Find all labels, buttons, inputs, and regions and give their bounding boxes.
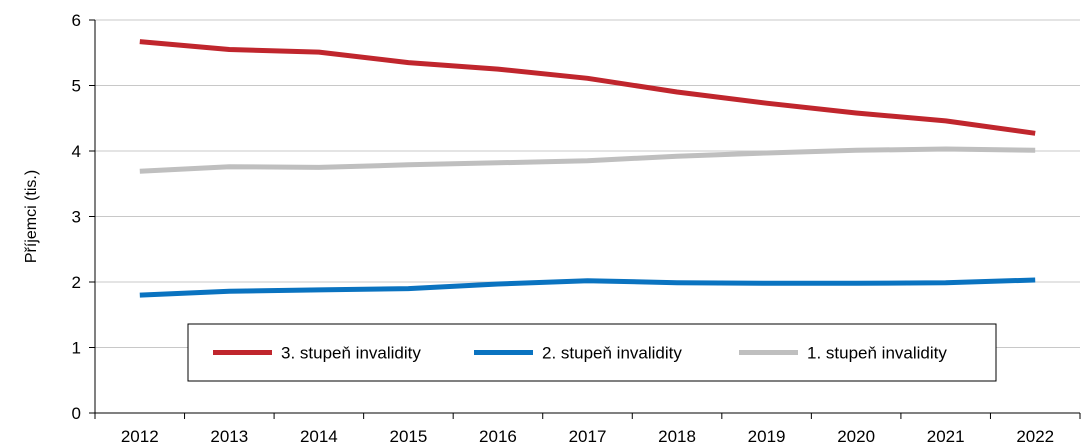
y-tick-label: 4 bbox=[72, 142, 81, 161]
y-tick-label: 3 bbox=[72, 208, 81, 227]
x-tick-label: 2019 bbox=[748, 427, 786, 444]
legend-label: 2. stupeň invalidity bbox=[542, 344, 682, 363]
x-tick-label: 2012 bbox=[121, 427, 159, 444]
y-axis-title: Příjemci (tis.) bbox=[23, 170, 40, 263]
axes bbox=[89, 19, 1081, 419]
y-tick-label: 5 bbox=[72, 77, 81, 96]
series-line-1 bbox=[139, 39, 1036, 136]
legend-label: 3. stupeň invalidity bbox=[281, 344, 421, 363]
legend: 3. stupeň invalidity 2. stupeň invalidity… bbox=[187, 323, 997, 382]
x-tick-label: 2022 bbox=[1016, 427, 1054, 444]
x-tick-label: 2020 bbox=[837, 427, 875, 444]
series-lines bbox=[139, 39, 1036, 298]
x-tick-label: 2021 bbox=[927, 427, 965, 444]
gridlines bbox=[95, 19, 1080, 348]
legend-label: 1. stupeň invalidity bbox=[807, 344, 947, 363]
y-tick-label: 2 bbox=[72, 273, 81, 292]
x-tick-label: 2016 bbox=[479, 427, 517, 444]
y-tick-label: 1 bbox=[72, 339, 81, 358]
x-tick-labels: 2012 2013 2014 2015 2016 2017 2018 2019 2020 2021… bbox=[121, 427, 1054, 444]
x-tick-label: 2017 bbox=[569, 427, 607, 444]
series-line-3 bbox=[139, 146, 1036, 174]
series-line-2 bbox=[139, 277, 1036, 298]
x-tick-label: 2015 bbox=[389, 427, 427, 444]
x-tick-label: 2018 bbox=[658, 427, 696, 444]
x-tick-label: 2013 bbox=[210, 427, 248, 444]
y-tick-label: 0 bbox=[72, 404, 81, 423]
x-tick-label: 2014 bbox=[300, 427, 338, 444]
legend-box bbox=[187, 323, 997, 382]
y-tick-labels: 0 1 2 3 4 5 6 bbox=[72, 11, 81, 423]
y-tick-label: 6 bbox=[72, 11, 81, 30]
